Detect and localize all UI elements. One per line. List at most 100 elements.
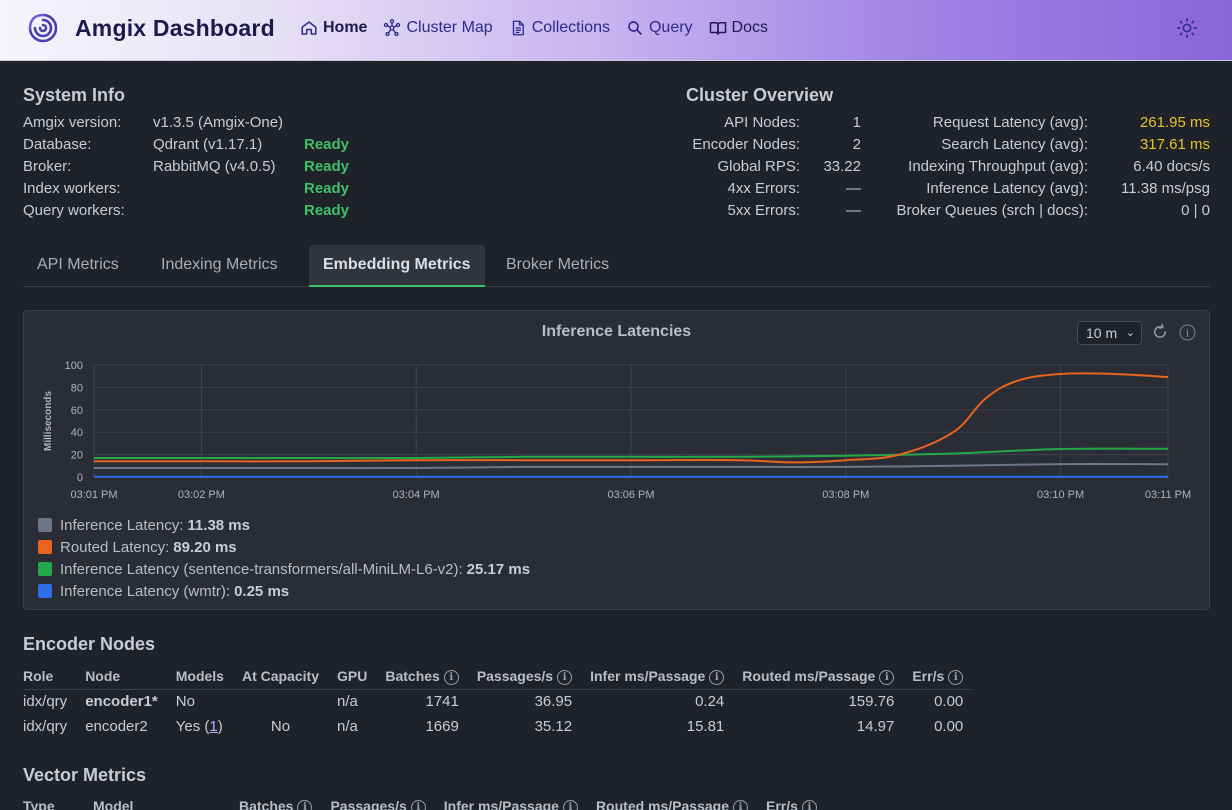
- tab-embedding-metrics[interactable]: Embedding Metrics: [309, 245, 485, 287]
- cell-err: 0.00: [934, 693, 964, 711]
- col-at-capacity: At Capacity: [232, 664, 328, 690]
- y-axis-label: Milliseconds: [43, 391, 54, 451]
- time-range-select[interactable]: 10 m ⌄: [1077, 321, 1142, 345]
- legend-item[interactable]: Inference Latency (sentence-transformers…: [38, 558, 530, 580]
- inference-latencies-panel: 0 20 40 60 80 100 03:01 PM 03:02 PM 03:04 PM 03:0…: [23, 310, 1210, 610]
- cluster-stat-value: 1: [852, 114, 861, 131]
- tab-broker-metrics[interactable]: Broker Metrics: [506, 256, 610, 273]
- nav-collections-label: Collections: [531, 19, 610, 36]
- legend-label: Inference Latency: [60, 516, 180, 534]
- legend-swatch: [38, 540, 52, 554]
- nav-docs[interactable]: Docs: [709, 19, 768, 37]
- x-tick-label: 03:04 PM: [393, 489, 440, 501]
- cluster-stat-label: Search Latency (avg):: [941, 136, 1088, 153]
- nav-cluster-map[interactable]: Cluster Map: [383, 19, 493, 37]
- cluster-stat-label: Global RPS:: [717, 158, 800, 175]
- col-batches: Batches i: [376, 664, 468, 690]
- y-tick-label: 60: [71, 405, 83, 417]
- inference-latency-chart: 0 20 40 60 80 100 03:01 PM 03:02 PM 03:04 PM 03:0…: [43, 360, 1191, 501]
- info-icon[interactable]: i: [443, 669, 459, 685]
- col-infer-label: Infer ms/Passage: [590, 667, 706, 684]
- col-routed-label: Routed ms/Passage: [595, 797, 729, 810]
- info-icon[interactable]: i: [1179, 324, 1196, 341]
- cluster-overview-title: Cluster Overview: [686, 85, 834, 105]
- app-title[interactable]: Amgix Dashboard: [75, 15, 275, 41]
- cluster-stat-value: 261.95 ms: [1139, 114, 1210, 131]
- cluster-stat-label: Indexing Throughput (avg):: [908, 158, 1088, 175]
- tab-indexing-metrics[interactable]: Indexing Metrics: [161, 256, 278, 273]
- info-icon[interactable]: i: [557, 669, 573, 685]
- nav-query-label: Query: [648, 19, 693, 36]
- col-batches-label: Batches: [385, 667, 440, 684]
- main-nav: Home Cluster Map Collections Query Docs: [300, 19, 784, 37]
- cluster-stat-value: —: [846, 202, 861, 219]
- legend-value: 0.25 ms: [234, 582, 290, 600]
- metrics-tabs: API Metrics Indexing Metrics Embedding M…: [23, 245, 1210, 287]
- col-passages: Passages/s i: [467, 664, 582, 690]
- col-type: Type: [23, 794, 84, 810]
- legend-swatch: [38, 584, 52, 598]
- col-infer: Infer ms/Passage i: [434, 794, 587, 810]
- info-icon[interactable]: i: [297, 799, 313, 810]
- system-info-label: Amgix version:: [23, 114, 122, 131]
- system-info-value: Qdrant (v1.17.1): [153, 136, 263, 153]
- cell-err: 0.00: [934, 718, 964, 735]
- nav-query[interactable]: Query: [626, 19, 693, 37]
- legend-separator: :: [165, 538, 170, 556]
- x-tick-label: 03:01 PM: [70, 489, 117, 501]
- info-icon[interactable]: i: [948, 669, 964, 685]
- cluster-stat-value: 6.40 docs/s: [1133, 158, 1210, 175]
- col-model: Model: [84, 794, 230, 810]
- network-icon: [384, 19, 401, 37]
- legend-separator: :: [225, 582, 231, 600]
- nav-home[interactable]: Home: [300, 19, 367, 37]
- cluster-stat-label: Request Latency (avg):: [932, 114, 1088, 131]
- cell-models: No: [175, 693, 195, 711]
- x-tick-label: 03:02 PM: [178, 489, 225, 501]
- refresh-icon[interactable]: [1151, 323, 1169, 341]
- info-icon[interactable]: i: [709, 669, 725, 685]
- series-line-1: [93, 372, 1169, 464]
- tab-api-metrics[interactable]: API Metrics: [37, 256, 119, 273]
- col-passages-label: Passages/s: [476, 667, 554, 684]
- col-models: Models: [166, 664, 233, 690]
- table-row: idx/qry encoder1* No n/a 1741 36.95 0.24…: [23, 689, 972, 714]
- system-info-label: Index workers:: [23, 180, 121, 197]
- cluster-stat-label: Inference Latency (avg):: [926, 180, 1088, 197]
- col-infer-label: Infer ms/Passage: [443, 797, 559, 810]
- table-row: idx/qry encoder2 Yes (1) No n/a 1669 35.…: [23, 714, 972, 739]
- legend-item[interactable]: Routed Latency:89.20 ms: [38, 536, 530, 558]
- info-icon[interactable]: i: [562, 799, 578, 810]
- cell-infer: 0.24: [695, 693, 725, 711]
- col-node: Node: [76, 664, 167, 690]
- info-icon[interactable]: i: [410, 799, 426, 810]
- col-passages: Passages/s i: [321, 794, 435, 810]
- cell-models: Yes (1): [175, 718, 223, 735]
- legend-item[interactable]: Inference Latency:11.38 ms: [38, 514, 530, 536]
- info-icon[interactable]: i: [733, 799, 748, 810]
- cell-role: idx/qry: [23, 718, 68, 735]
- system-info-label: Database:: [23, 136, 92, 153]
- col-err: Err/s i: [903, 664, 973, 690]
- cluster-stat-value: 317.61 ms: [1139, 136, 1210, 153]
- system-info-label: Broker:: [23, 158, 72, 175]
- legend-value: 25.17 ms: [466, 560, 531, 578]
- book-icon: [709, 22, 726, 35]
- col-err: Err/s i: [757, 794, 826, 810]
- models-count-link[interactable]: 1: [209, 718, 218, 735]
- sun-icon[interactable]: [1176, 17, 1198, 39]
- nav-collections[interactable]: Collections: [509, 19, 610, 37]
- info-icon[interactable]: i: [879, 669, 895, 685]
- info-icon[interactable]: i: [801, 799, 817, 810]
- time-range-value: 10 m: [1086, 325, 1118, 341]
- cluster-stat-value: 33.22: [823, 158, 861, 175]
- status-badge: Ready: [304, 202, 350, 219]
- chart-legend: Inference Latency:11.38 ms Routed Latency…: [38, 514, 530, 602]
- legend-item[interactable]: Inference Latency (wmtr):0.25 ms: [38, 580, 530, 602]
- cell-node: encoder2: [85, 718, 148, 735]
- top-navbar: Amgix Dashboard Home Cluster Map Collect…: [0, 0, 1232, 61]
- amgix-logo-icon[interactable]: [25, 10, 61, 46]
- cell-infer: 15.81: [686, 718, 725, 735]
- x-tick-label: 03:08 PM: [822, 489, 869, 501]
- cluster-stat-label: Broker Queues (srch | docs):: [896, 202, 1088, 219]
